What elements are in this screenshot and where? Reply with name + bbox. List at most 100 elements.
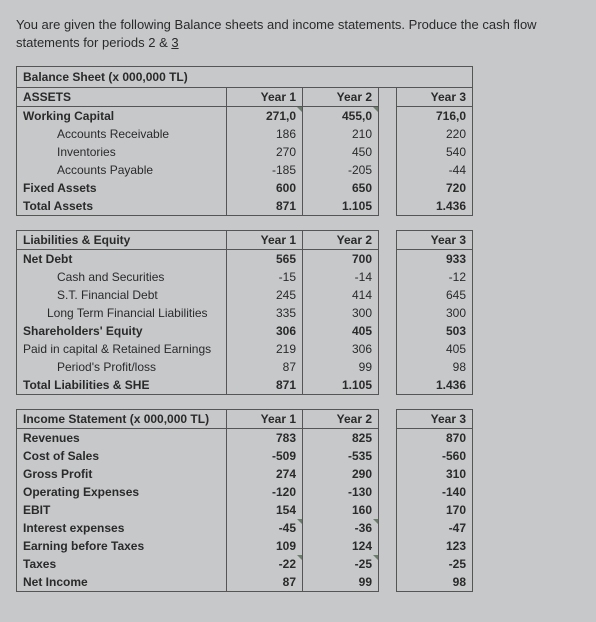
income-value: 170 [397, 501, 473, 519]
assets-value: 650 [303, 179, 379, 197]
income-title: Income Statement (x 000,000 TL) [17, 410, 227, 429]
income-row: Interest expenses-45-36-47 [17, 519, 473, 537]
is-year2: Year 2 [303, 410, 379, 429]
liab-value: 871 [227, 376, 303, 395]
liab-value: 565 [227, 250, 303, 269]
liab-value: 87 [227, 358, 303, 376]
income-label: Interest expenses [17, 519, 227, 537]
income-value: 310 [397, 465, 473, 483]
liab-value: 1.105 [303, 376, 379, 395]
is-year3: Year 3 [397, 410, 473, 429]
income-value: -560 [397, 447, 473, 465]
assets-value: 540 [397, 143, 473, 161]
intro-part2: 3 [171, 35, 178, 50]
assets-row: Fixed Assets600650720 [17, 179, 473, 197]
income-value: 290 [303, 465, 379, 483]
liab-year2: Year 2 [303, 231, 379, 250]
liab-label: Shareholders' Equity [17, 322, 227, 340]
income-value: 870 [397, 429, 473, 448]
income-statement-table: Income Statement (x 000,000 TL) Year 1 Y… [16, 409, 473, 592]
liab-value: 933 [397, 250, 473, 269]
income-row: Revenues783825870 [17, 429, 473, 448]
liab-row: Cash and Securities-15-14-12 [17, 268, 473, 286]
income-label: Revenues [17, 429, 227, 448]
income-value: 99 [303, 573, 379, 592]
assets-value: 1.436 [397, 197, 473, 216]
liab-header: Liabilities & Equity [17, 231, 227, 250]
liab-label: Long Term Financial Liabilities [17, 304, 227, 322]
is-year1: Year 1 [227, 410, 303, 429]
liab-row: Paid in capital & Retained Earnings21930… [17, 340, 473, 358]
assets-label: Total Assets [17, 197, 227, 216]
balance-sheet-table: Balance Sheet (x 000,000 TL) ASSETS Year… [16, 66, 473, 216]
balance-sheet-title: Balance Sheet (x 000,000 TL) [17, 67, 473, 88]
assets-row: Working Capital271,0455,0716,0 [17, 107, 473, 126]
income-value: -130 [303, 483, 379, 501]
liab-value: 405 [303, 322, 379, 340]
liab-label: S.T. Financial Debt [17, 286, 227, 304]
liab-value: 306 [227, 322, 303, 340]
assets-header: ASSETS [17, 88, 227, 107]
liab-value: 335 [227, 304, 303, 322]
assets-value: 210 [303, 125, 379, 143]
assets-value: -205 [303, 161, 379, 179]
assets-row: Accounts Payable-185-205 -44 [17, 161, 473, 179]
assets-value: 271,0 [227, 107, 303, 126]
assets-value: 270 [227, 143, 303, 161]
liab-value: 414 [303, 286, 379, 304]
income-value: -25 [397, 555, 473, 573]
assets-label: Inventories [17, 143, 227, 161]
assets-value: 720 [397, 179, 473, 197]
liab-value: 645 [397, 286, 473, 304]
year1-header: Year 1 [227, 88, 303, 107]
income-label: Taxes [17, 555, 227, 573]
income-value: 123 [397, 537, 473, 555]
liab-row: Period's Profit/loss879998 [17, 358, 473, 376]
income-value: -120 [227, 483, 303, 501]
assets-value: 450 [303, 143, 379, 161]
year2-header: Year 2 [303, 88, 379, 107]
assets-label: Accounts Receivable [17, 125, 227, 143]
income-value: -535 [303, 447, 379, 465]
liab-year3: Year 3 [397, 231, 473, 250]
income-label: EBIT [17, 501, 227, 519]
assets-value: -185 [227, 161, 303, 179]
assets-row: Inventories270450 540 [17, 143, 473, 161]
liab-value: 300 [303, 304, 379, 322]
income-row: Operating Expenses-120-130-140 [17, 483, 473, 501]
liab-row: S.T. Financial Debt245414 645 [17, 286, 473, 304]
liab-value: -12 [397, 268, 473, 286]
income-value: 124 [303, 537, 379, 555]
income-label: Gross Profit [17, 465, 227, 483]
assets-value: 716,0 [397, 107, 473, 126]
assets-value: 600 [227, 179, 303, 197]
assets-value: 871 [227, 197, 303, 216]
income-value: 98 [397, 573, 473, 592]
liab-row: Net Debt565700933 [17, 250, 473, 269]
income-value: 274 [227, 465, 303, 483]
income-row: Gross Profit274290 310 [17, 465, 473, 483]
intro-text: You are given the following Balance shee… [16, 16, 580, 52]
income-value: -25 [303, 555, 379, 573]
liab-value: 503 [397, 322, 473, 340]
income-value: 87 [227, 573, 303, 592]
liab-row: Shareholders' Equity306405 503 [17, 322, 473, 340]
liab-value: 245 [227, 286, 303, 304]
assets-value: 455,0 [303, 107, 379, 126]
income-value: -140 [397, 483, 473, 501]
liab-value: 300 [397, 304, 473, 322]
liab-label: Paid in capital & Retained Earnings [17, 340, 227, 358]
liab-value: 306 [303, 340, 379, 358]
income-row: EBIT154160170 [17, 501, 473, 519]
liab-label: Period's Profit/loss [17, 358, 227, 376]
liab-label: Cash and Securities [17, 268, 227, 286]
income-value: -47 [397, 519, 473, 537]
liabilities-table: Liabilities & Equity Year 1 Year 2 Year … [16, 230, 473, 395]
income-value: 109 [227, 537, 303, 555]
income-row: Taxes-22-25-25 [17, 555, 473, 573]
assets-value: -44 [397, 161, 473, 179]
income-value: 825 [303, 429, 379, 448]
assets-value: 220 [397, 125, 473, 143]
assets-label: Accounts Payable [17, 161, 227, 179]
income-row: Net Income879998 [17, 573, 473, 592]
